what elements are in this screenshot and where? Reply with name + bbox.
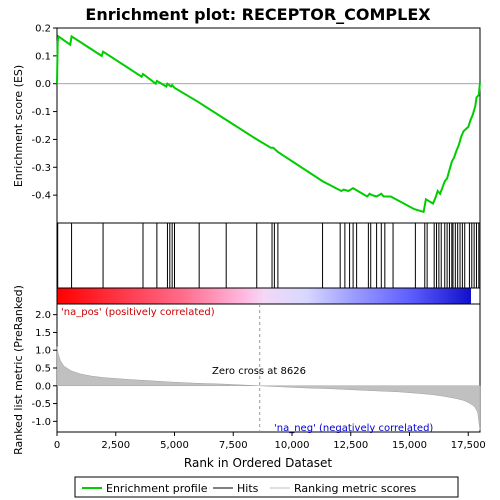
es-y-tick-label: -0.4 [31,191,51,202]
x-tick-label: 10,000 [275,440,310,451]
x-tick-label: 7,500 [219,440,248,451]
es-panel-frame [56,27,481,224]
legend-frame [74,476,459,498]
metric-y-tick-label: 2.0 [35,310,51,321]
metric-y-tick-label: -1.0 [31,417,51,428]
zero-cross-label: Zero cross at 8626 [212,366,306,377]
es-y-tick-label: -0.3 [31,163,51,174]
enrichment-profile-line [56,34,481,214]
es-y-axis-ticks: 0.2 0.1 0.0 -0.1 -0.2 -0.3 -0.4 [31,24,57,202]
na-pos-label: 'na_pos' (positively correlated) [61,307,215,318]
x-tick-label: 12,500 [333,440,368,451]
es-y-tick-label: 0.1 [35,51,51,62]
ranking-metric-area [56,346,481,431]
metric-y-tick-label: 0.5 [35,364,51,375]
es-y-axis-label: Enrichment score (ES) [12,65,25,187]
hits-marks [57,223,480,288]
legend-metric-label: Ranking metric scores [294,482,416,495]
es-y-tick-label: 0.0 [35,79,51,90]
hits-panel-frame [56,222,481,289]
x-axis-label: Rank in Ordered Dataset [184,456,332,470]
es-y-tick-label: -0.1 [31,107,51,118]
metric-y-axis-label: Ranked list metric (PreRanked) [12,285,25,455]
es-y-tick-label: 0.2 [35,24,51,35]
x-tick-label: 5,000 [160,440,189,451]
es-y-tick-label: -0.2 [31,135,51,146]
x-tick-label: 0 [54,440,60,451]
metric-panel-frame [56,303,481,433]
legend-enrichment-label: Enrichment profile [106,482,208,495]
metric-y-tick-label: 0.0 [35,381,51,392]
x-tick-label: 15,000 [392,440,427,451]
metric-y-tick-label: -0.5 [31,399,51,410]
chart-title: Enrichment plot: RECEPTOR_COMPLEX [85,5,431,24]
metric-y-axis-ticks: 2.0 1.5 1.0 0.5 0.0 -0.5 -1.0 [31,310,57,428]
metric-y-tick-label: 1.5 [35,328,51,339]
x-axis-ticks: 0 2,500 5,000 7,500 10,000 12,500 15,000 17,500 [54,432,486,451]
x-tick-label: 17,500 [451,440,486,451]
na-neg-label: 'na_neg' (negatively correlated) [274,423,433,434]
legend-hits-label: Hits [237,482,259,495]
metric-y-tick-label: 1.0 [35,346,51,357]
ranking-color-bar [57,288,471,304]
x-tick-label: 2,500 [101,440,130,451]
